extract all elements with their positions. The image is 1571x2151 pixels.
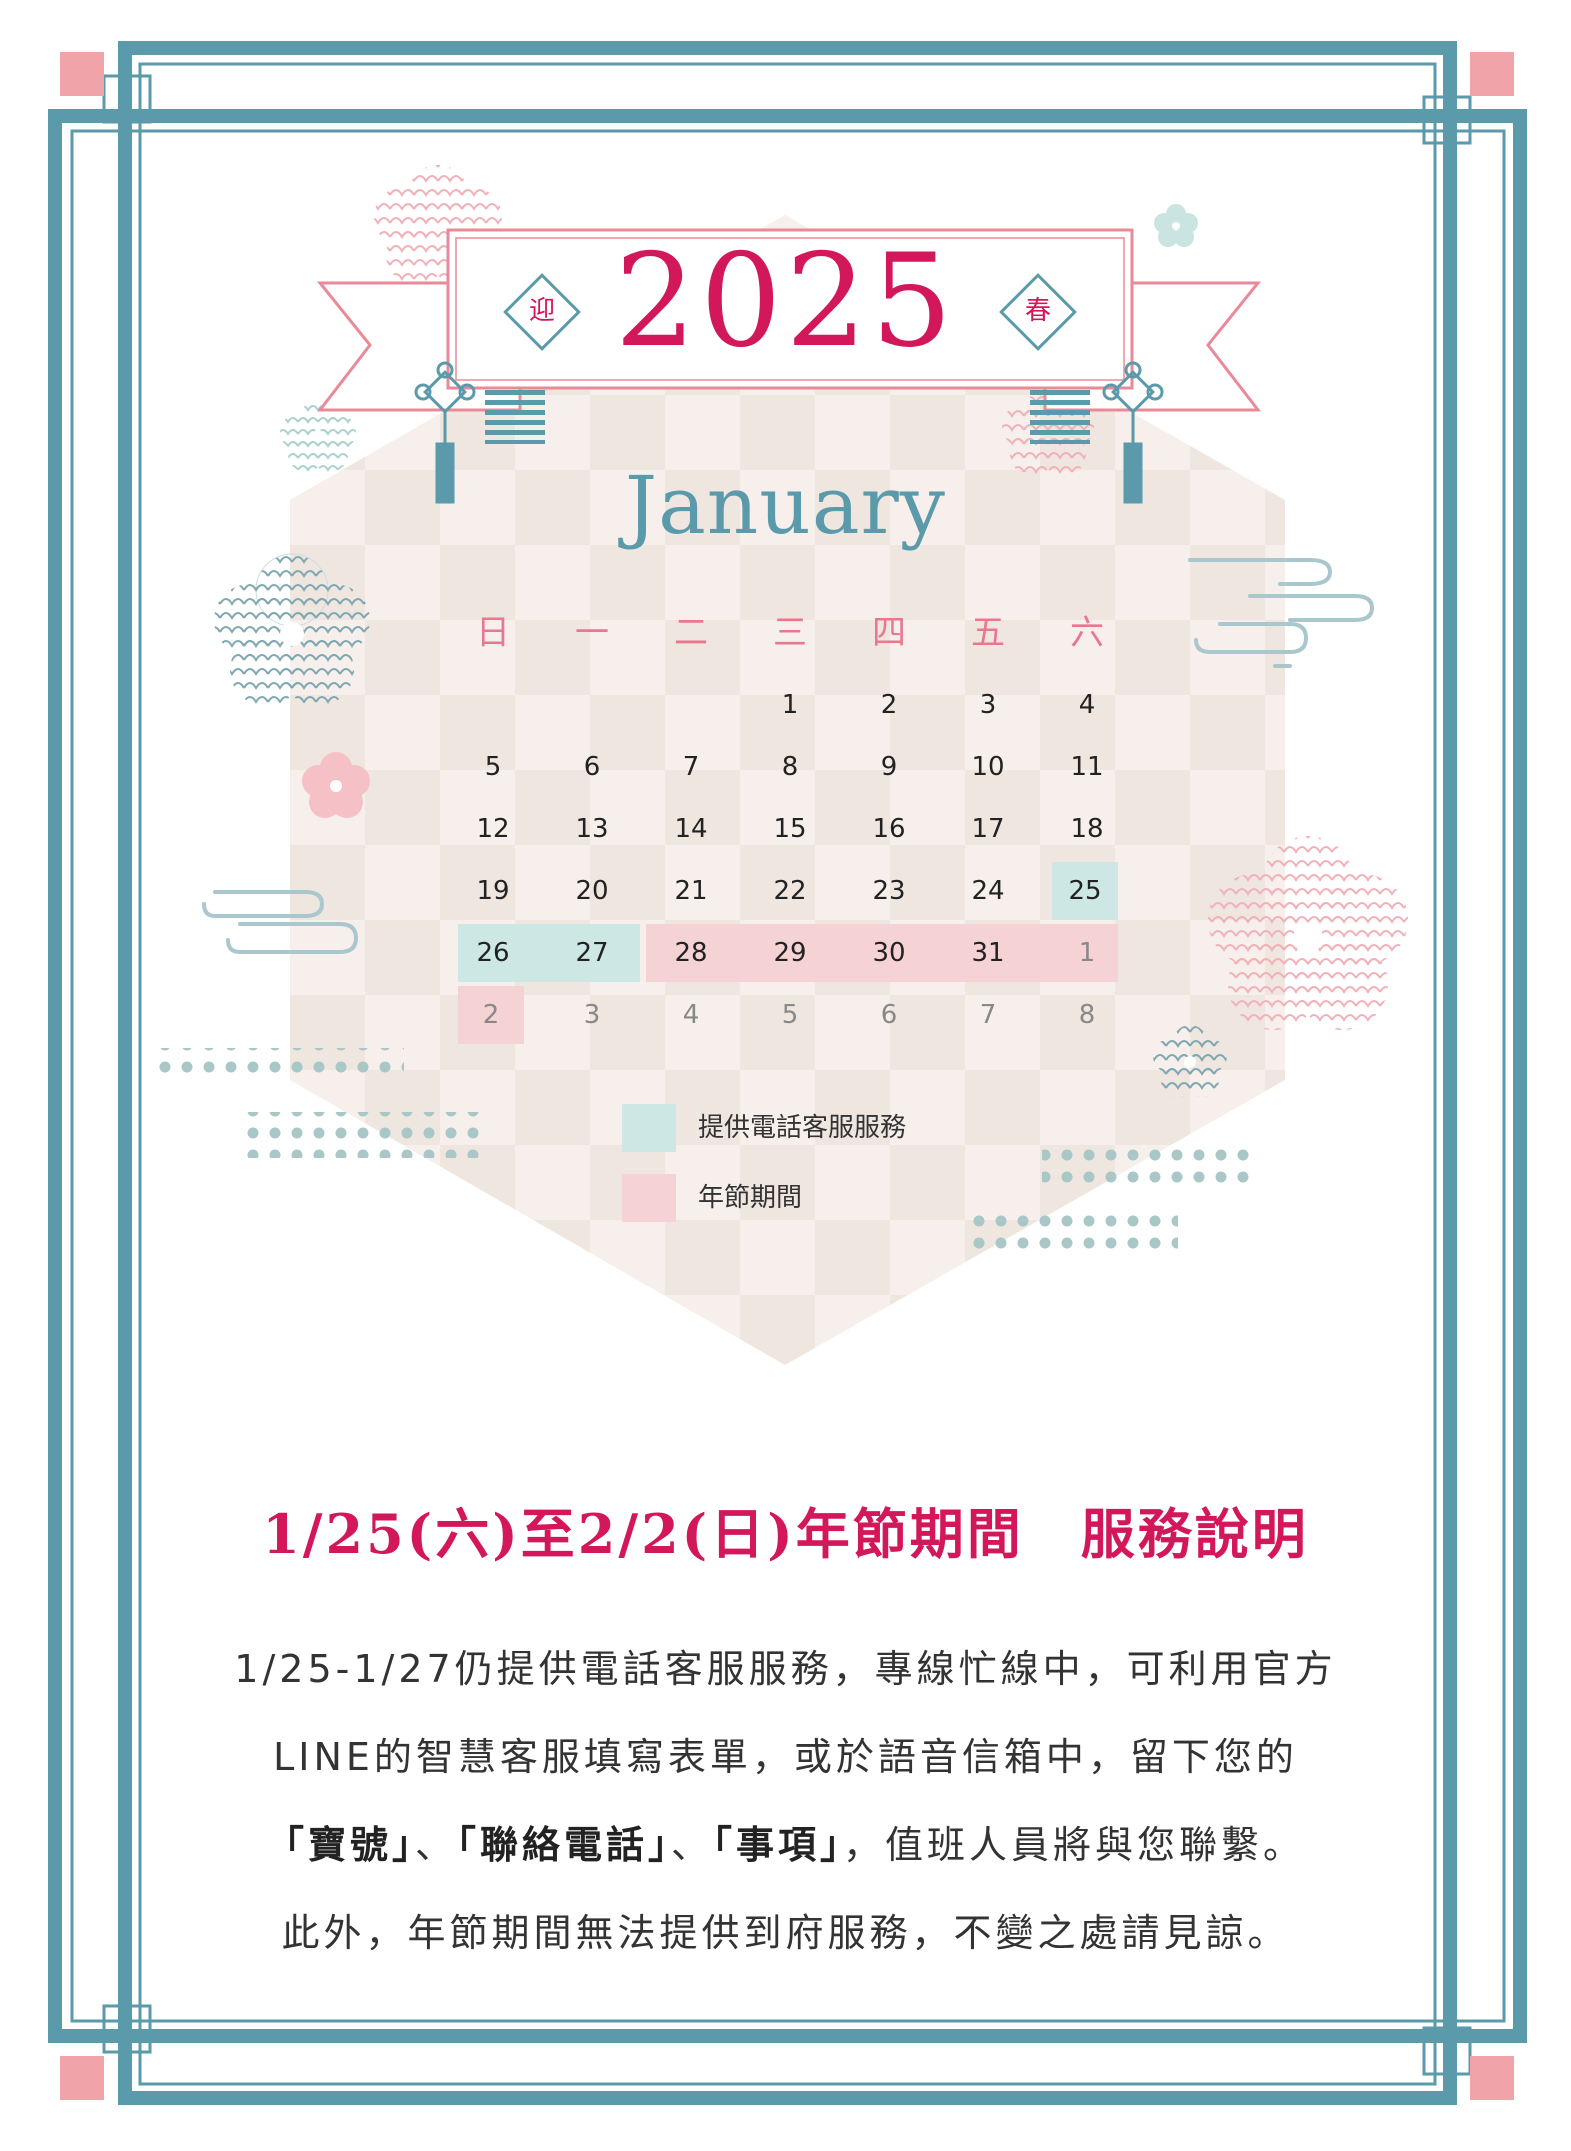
calendar-day: 19	[476, 876, 510, 906]
phone-service-highlight	[458, 924, 640, 982]
calendar-day-phone-service: 25	[1052, 862, 1118, 920]
calendar-day: 3	[583, 1000, 601, 1030]
calendar-day-holiday: 1	[1078, 938, 1096, 968]
weekday-label: 日	[476, 613, 510, 653]
frame-border	[48, 41, 1527, 2105]
calendar-day	[543, 676, 641, 734]
calendar-day: 22	[773, 876, 807, 906]
calendar-day: 15	[773, 814, 807, 844]
notice-line: LINE的智慧客服填寫表單，或於語音信箱中，留下您的	[273, 1735, 1298, 1779]
calendar-day: 13	[575, 814, 609, 844]
calendar-day: 3	[979, 690, 997, 720]
calendar-day	[444, 676, 542, 734]
ribbon-banner	[316, 228, 1262, 444]
calendar-day: 20	[575, 876, 609, 906]
calendar-day: 18	[1070, 814, 1104, 844]
calendar-day-holiday: 29	[773, 938, 807, 968]
calendar-day: 6	[583, 752, 601, 782]
year-title: 2025	[614, 227, 957, 376]
calendar-day: 8	[781, 752, 799, 782]
highlight-matter: 「事項」	[713, 1823, 844, 1867]
calendar-day: 5	[484, 752, 502, 782]
calendar-day-phone-service: 26	[476, 938, 510, 968]
highlight-store-name: 「寶號」	[265, 1823, 415, 1867]
calendar-day: 23	[872, 876, 906, 906]
legend-label-holiday: 年節期間	[698, 1183, 803, 1213]
calendar-day: 7	[682, 752, 700, 782]
weekday-label: 五	[971, 613, 1005, 653]
weekday-label: 四	[872, 613, 906, 653]
calendar-day: 2	[880, 690, 898, 720]
calendar-day: 9	[880, 752, 898, 782]
calendar-day: 11	[1070, 752, 1104, 782]
weekday-label: 六	[1070, 613, 1104, 653]
calendar-day-phone-service: 27	[575, 938, 609, 968]
month-title: January	[625, 459, 946, 552]
notice-line: 「寶號」、「聯絡電話」、「事項」，值班人員將與您聯繫。	[0, 1826, 1571, 1864]
calendar-day: 16	[872, 814, 906, 844]
legend-label-phone-service: 提供電話客服服務	[698, 1113, 907, 1143]
calendar-day: 5	[781, 1000, 799, 1030]
badge-right: 春	[1024, 296, 1051, 326]
highlight-contact-phone: 「聯絡電話」	[456, 1823, 671, 1867]
notice-line-rest: ，值班人員將與您聯繫。	[843, 1823, 1306, 1867]
chinese-knot-decoration	[414, 361, 1164, 504]
calendar-day: 8	[1078, 1000, 1096, 1030]
calendar-day: 4	[1078, 690, 1096, 720]
legend-swatch-holiday	[622, 1174, 676, 1222]
calendar-day-holiday: 2	[458, 986, 524, 1044]
holiday-highlight	[646, 924, 1118, 982]
calendar-day: 21	[674, 876, 708, 906]
calendar-day: 14	[674, 814, 708, 844]
calendar-day: 10	[971, 752, 1005, 782]
corner-squares	[60, 52, 1514, 2100]
calendar-day-holiday: 30	[872, 938, 906, 968]
weekday-label: 三	[773, 613, 807, 653]
separator: 、	[671, 1823, 714, 1867]
calendar-day: 12	[476, 814, 510, 844]
calendar-day-holiday: 31	[971, 938, 1005, 968]
notice-title: 1/25(六)至2/2(日)年節期間 服務說明	[262, 1502, 1309, 1566]
notice-line: 此外，年節期間無法提供到府服務，不變之處請見諒。	[281, 1911, 1290, 1955]
calendar-day: 7	[979, 1000, 997, 1030]
notice-line: 1/25-1/27仍提供電話客服服務，專線忙線中，可利用官方	[234, 1647, 1337, 1691]
calendar-day: 24	[971, 876, 1005, 906]
calendar-day	[642, 676, 740, 734]
cloud-lines	[202, 558, 1375, 954]
weekday-label: 二	[674, 613, 708, 653]
weekday-label: 一	[575, 613, 609, 653]
checker-hexagon	[290, 215, 1285, 1365]
calendar-day: 6	[880, 1000, 898, 1030]
calendar-day: 1	[781, 690, 799, 720]
badge-left: 迎	[528, 296, 555, 326]
separator: 、	[414, 1823, 457, 1867]
dot-pattern	[152, 1048, 1252, 1250]
calendar-day: 17	[971, 814, 1005, 844]
calendar-day: 4	[682, 1000, 700, 1030]
legend-swatch-phone-service	[622, 1104, 676, 1152]
calendar-day-holiday: 28	[674, 938, 708, 968]
